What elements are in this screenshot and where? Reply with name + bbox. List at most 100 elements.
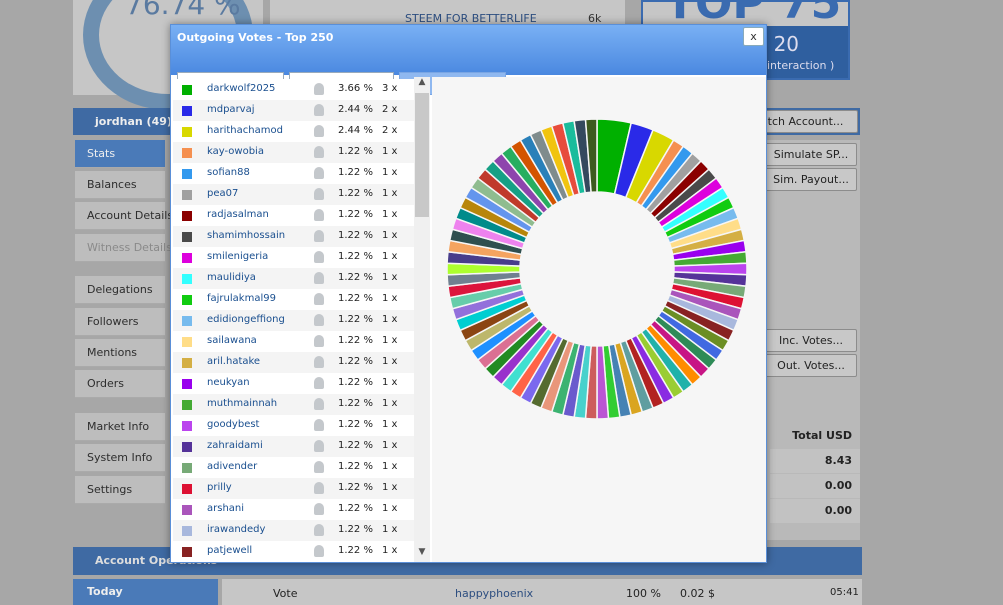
vote-percent: 1.22 % — [338, 314, 373, 325]
vote-percent: 1.22 % — [338, 440, 373, 451]
user-icon — [314, 503, 324, 515]
vote-count: 1 x — [382, 356, 398, 367]
account-name[interactable]: jordhan (49) — [95, 115, 172, 128]
menu-item[interactable]: Mentions — [75, 339, 165, 367]
vote-count: 1 x — [382, 419, 398, 430]
vote-percent: 1.22 % — [338, 398, 373, 409]
vote-count: 1 x — [382, 398, 398, 409]
voter-name[interactable]: adivender — [207, 461, 258, 472]
voter-name[interactable]: zahraidami — [207, 440, 263, 451]
vote-count: 1 x — [382, 293, 398, 304]
color-swatch — [182, 463, 192, 473]
voter-name[interactable]: smilenigeria — [207, 251, 269, 262]
vote-percent: 1.22 % — [338, 230, 373, 241]
vote-row: adivender 1.22 % 1 x — [173, 457, 414, 478]
switch-account[interactable]: itch Account... — [750, 110, 858, 133]
menu-item[interactable]: Settings — [75, 476, 165, 504]
voter-name[interactable]: fajrulakmal99 — [207, 293, 276, 304]
user-icon — [314, 146, 324, 158]
menu-item[interactable]: Market Info — [75, 413, 165, 441]
user-icon — [314, 104, 324, 116]
color-swatch — [182, 400, 192, 410]
vote-percent: 1.22 % — [338, 419, 373, 430]
vote-percent: 2.44 % — [338, 104, 373, 115]
color-swatch — [182, 526, 192, 536]
vote-count: 1 x — [382, 188, 398, 199]
color-swatch — [182, 442, 192, 452]
user-icon — [314, 272, 324, 284]
vote-percent: 1.22 % — [338, 251, 373, 262]
color-swatch — [182, 379, 192, 389]
color-swatch — [182, 547, 192, 557]
vote-count: 1 x — [382, 335, 398, 346]
voter-name[interactable]: sofian88 — [207, 167, 250, 178]
steem-count: 6k — [588, 12, 602, 25]
voter-name[interactable]: arshani — [207, 503, 245, 514]
vote-percent: 1.22 % — [338, 167, 373, 178]
gauge-percent: 76.74 % — [125, 0, 241, 21]
today-tab[interactable]: Today — [73, 579, 218, 605]
user-icon — [314, 83, 324, 95]
color-swatch — [182, 274, 192, 284]
action-button[interactable]: Sim. Payout... — [765, 168, 857, 191]
user-icon — [314, 314, 324, 326]
vote-row: irawandedy 1.22 % 1 x — [173, 520, 414, 541]
voter-name[interactable]: aril.hatake — [207, 356, 261, 367]
user-icon — [314, 440, 324, 452]
voter-name[interactable]: edidiongeffiong — [207, 314, 285, 325]
vote-percent: 2.44 % — [338, 125, 373, 136]
user-icon — [314, 209, 324, 221]
scroll-down[interactable]: ▼ — [418, 547, 426, 557]
scroll-thumb[interactable] — [415, 93, 429, 217]
voter-name[interactable]: neukyan — [207, 377, 250, 388]
voter-name[interactable]: prilly — [207, 482, 232, 493]
voter-name[interactable]: harithachamod — [207, 125, 283, 136]
voter-name[interactable]: shamimhossain — [207, 230, 286, 241]
voter-name[interactable]: pea07 — [207, 188, 239, 199]
voter-name[interactable]: muthmainnah — [207, 398, 278, 409]
menu-item[interactable]: Stats — [75, 140, 165, 168]
op-user[interactable]: happyphoenix — [455, 587, 534, 600]
close-button[interactable]: x — [743, 27, 764, 46]
voter-name[interactable]: kay-owobia — [207, 146, 264, 157]
vote-percent: 3.66 % — [338, 83, 373, 94]
menu-item[interactable]: Delegations — [75, 276, 165, 304]
user-icon — [314, 356, 324, 368]
vote-row: maulidiya 1.22 % 1 x — [173, 268, 414, 289]
voter-name[interactable]: radjasalman — [207, 209, 269, 220]
color-swatch — [182, 295, 192, 305]
vote-row: neukyan 1.22 % 1 x — [173, 373, 414, 394]
action-button[interactable]: Simulate SP... — [765, 143, 857, 166]
menu-item[interactable]: Followers — [75, 308, 165, 336]
vote-row: goodybest 1.22 % 1 x — [173, 415, 414, 436]
vote-count: 1 x — [382, 167, 398, 178]
modal-title: Outgoing Votes - Top 250 — [177, 31, 334, 44]
vote-percent: 1.22 % — [338, 503, 373, 514]
voter-name[interactable]: mdparvaj — [207, 104, 255, 115]
op-type: Vote — [273, 587, 298, 600]
action-button[interactable]: Out. Votes... — [765, 354, 857, 377]
vote-percent: 1.22 % — [338, 188, 373, 199]
vote-row: mdparvaj 2.44 % 2 x — [173, 100, 414, 121]
voter-name[interactable]: darkwolf2025 — [207, 83, 276, 94]
action-button[interactable]: Inc. Votes... — [765, 329, 857, 352]
voter-name[interactable]: maulidiya — [207, 272, 256, 283]
voter-name[interactable]: patjewell — [207, 545, 253, 556]
menu-item[interactable]: Balances — [75, 171, 165, 199]
vote-row: edidiongeffiong 1.22 % 1 x — [173, 310, 414, 331]
menu-item[interactable]: System Info — [75, 444, 165, 472]
vote-count: 1 x — [382, 545, 398, 556]
voter-name[interactable]: sailawana — [207, 335, 257, 346]
color-swatch — [182, 337, 192, 347]
voter-name[interactable]: goodybest — [207, 419, 260, 430]
scroll-up[interactable]: ▲ — [418, 77, 426, 87]
voter-name[interactable]: irawandedy — [207, 524, 266, 535]
menu-item[interactable]: Orders — [75, 370, 165, 398]
vote-count: 1 x — [382, 503, 398, 514]
scrollbar[interactable]: ▲ ▼ — [414, 77, 430, 562]
color-swatch — [182, 316, 192, 326]
rank-note: interaction ) — [767, 59, 835, 72]
vote-percent: 1.22 % — [338, 356, 373, 367]
vote-count: 2 x — [382, 104, 398, 115]
menu-item[interactable]: Account Details — [75, 202, 173, 230]
